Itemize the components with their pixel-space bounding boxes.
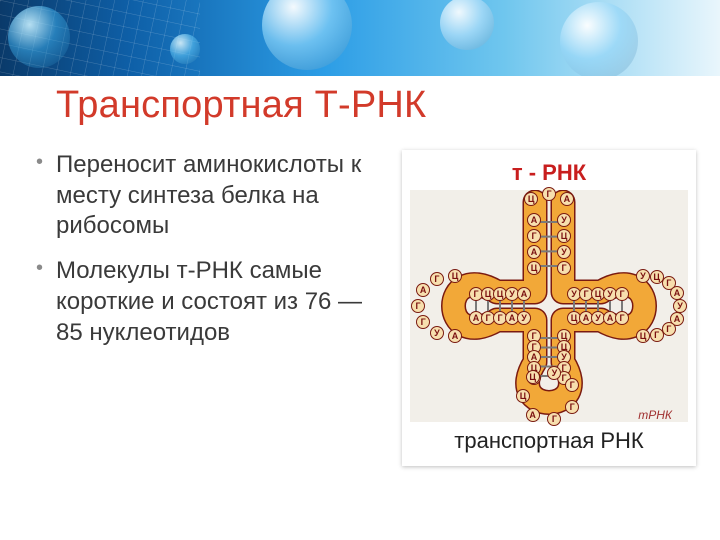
nucleotide: У (547, 366, 561, 380)
nucleotide: А (416, 283, 430, 297)
banner-bubble (560, 2, 638, 76)
nucleotide: А (527, 245, 541, 259)
bullet-list: Переносит аминокислоты к месту синтеза б… (30, 150, 380, 348)
bullet-item: Переносит аминокислоты к месту синтеза б… (30, 150, 380, 242)
nucleotide: Г (411, 299, 425, 313)
nucleotide: Ц (526, 370, 540, 384)
bullet-item: Молекулы т-РНК самые короткие и состоят … (30, 256, 380, 348)
nucleotide: У (557, 213, 571, 227)
trna-svg (410, 190, 688, 422)
nucleotide: А (527, 213, 541, 227)
nucleotide: Г (557, 261, 571, 275)
nucleotide: У (517, 311, 531, 325)
figure-sublabel: тРНК (638, 408, 672, 422)
nucleotide: Ц (516, 389, 530, 403)
slide: Транспортная Т-РНК Переносит аминокислот… (0, 0, 720, 540)
banner-bubble (8, 6, 70, 68)
nucleotide: Г (542, 187, 556, 201)
nucleotide: Г (615, 287, 629, 301)
trna-figure: т - РНК АУГЦАУЦГГАЦГЦГУААУУЦГАЦУУАГГГЦГЦ… (402, 150, 696, 466)
banner-bubble (170, 34, 200, 64)
nucleotide: Ц (527, 261, 541, 275)
nucleotide: Г (662, 322, 676, 336)
nucleotide: А (517, 287, 531, 301)
nucleotide: А (526, 408, 540, 422)
nucleotide: А (448, 329, 462, 343)
nucleotide: У (557, 245, 571, 259)
nucleotide: Г (547, 412, 561, 426)
nucleotide: Ц (636, 329, 650, 343)
nucleotide: Ц (557, 229, 571, 243)
figure-title: т - РНК (410, 160, 688, 186)
trna-diagram: АУГЦАУЦГГАЦГЦГУААУУЦГАЦУУАГГГЦГЦАУЦГЦГЦГ… (410, 190, 688, 422)
figure-caption: транспортная РНК (410, 428, 688, 454)
nucleotide: Г (527, 229, 541, 243)
nucleotide: У (673, 299, 687, 313)
nucleotide: Г (430, 272, 444, 286)
nucleotide: Г (615, 311, 629, 325)
nucleotide: Г (565, 400, 579, 414)
header-banner (0, 0, 720, 76)
body-text: Переносит аминокислоты к месту синтеза б… (30, 150, 380, 362)
slide-title: Транспортная Т-РНК (56, 84, 426, 127)
nucleotide: Г (650, 328, 664, 342)
